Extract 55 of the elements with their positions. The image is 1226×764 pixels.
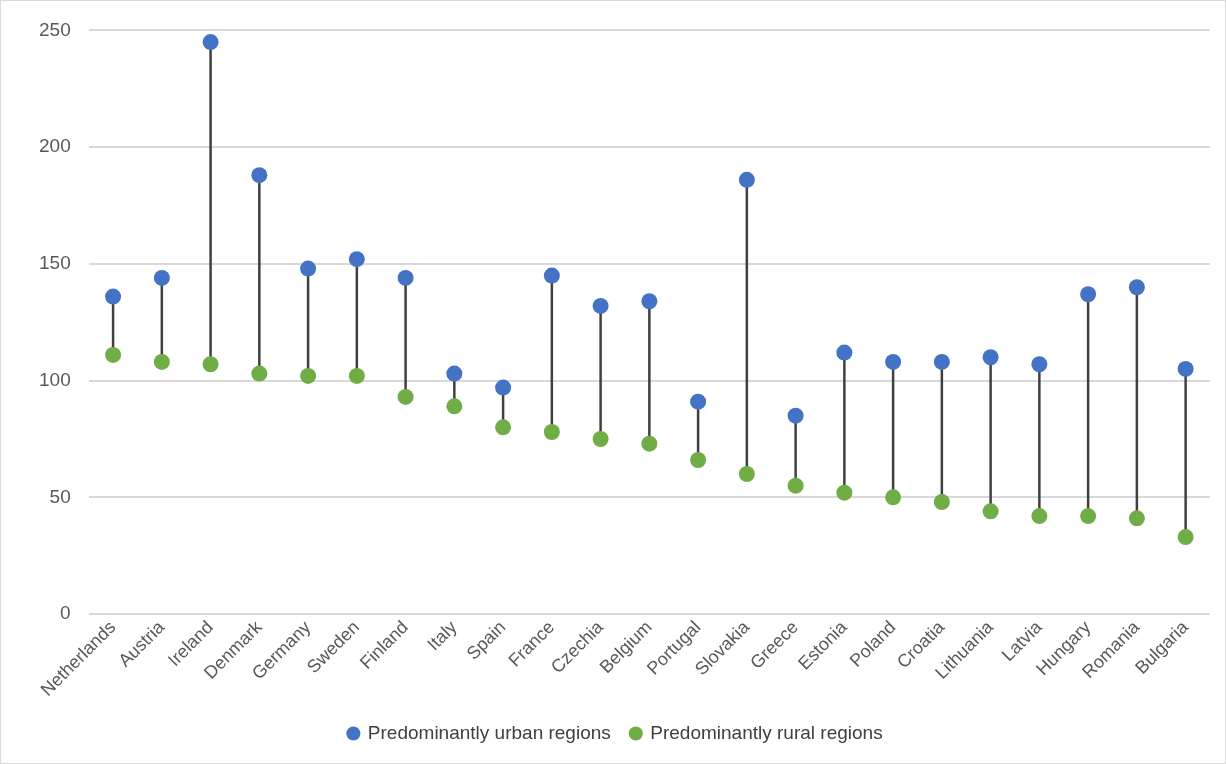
- point: [592, 297, 609, 314]
- point: [1031, 508, 1048, 525]
- point: [641, 293, 658, 310]
- point: [1080, 508, 1097, 525]
- y-tick-label: 0: [60, 602, 71, 624]
- point: [1080, 286, 1097, 303]
- x-tick-label: Italy: [423, 616, 461, 655]
- point: [446, 398, 463, 415]
- point: [982, 503, 999, 520]
- point: [885, 489, 902, 506]
- point: [1128, 510, 1145, 527]
- point: [251, 365, 268, 382]
- point: [885, 353, 902, 370]
- point: [495, 419, 512, 436]
- point: [348, 251, 365, 268]
- point: [348, 367, 365, 384]
- point: [495, 379, 512, 396]
- point: [836, 344, 853, 361]
- point: [251, 167, 268, 184]
- point: [153, 269, 170, 286]
- point: [202, 34, 219, 51]
- point: [153, 353, 170, 370]
- point: [738, 466, 755, 483]
- point: [836, 484, 853, 501]
- point: [690, 393, 707, 410]
- point: [787, 407, 804, 424]
- point: [300, 260, 317, 277]
- point: [1031, 356, 1048, 373]
- legend-label: Predominantly rural regions: [650, 721, 883, 743]
- point: [933, 494, 950, 511]
- y-tick-label: 100: [39, 368, 71, 390]
- point: [1177, 529, 1194, 546]
- y-tick-label: 50: [49, 485, 71, 507]
- point: [641, 435, 658, 452]
- point: [397, 269, 414, 286]
- point: [1128, 279, 1145, 296]
- point: [933, 353, 950, 370]
- point: [105, 346, 122, 363]
- point: [592, 430, 609, 447]
- point: [690, 452, 707, 468]
- point: [105, 288, 122, 305]
- point: [446, 365, 463, 382]
- point: [982, 349, 999, 366]
- y-tick-label: 250: [39, 18, 71, 40]
- point: [397, 388, 414, 405]
- point: [1177, 360, 1194, 377]
- point: [543, 423, 560, 440]
- point: [787, 477, 804, 494]
- legend-label: Predominantly urban regions: [367, 721, 611, 743]
- point: [202, 356, 219, 373]
- y-tick-label: 200: [39, 135, 71, 157]
- point: [543, 267, 560, 284]
- point: [738, 171, 755, 188]
- point: [300, 367, 317, 384]
- y-tick-label: 150: [39, 252, 71, 274]
